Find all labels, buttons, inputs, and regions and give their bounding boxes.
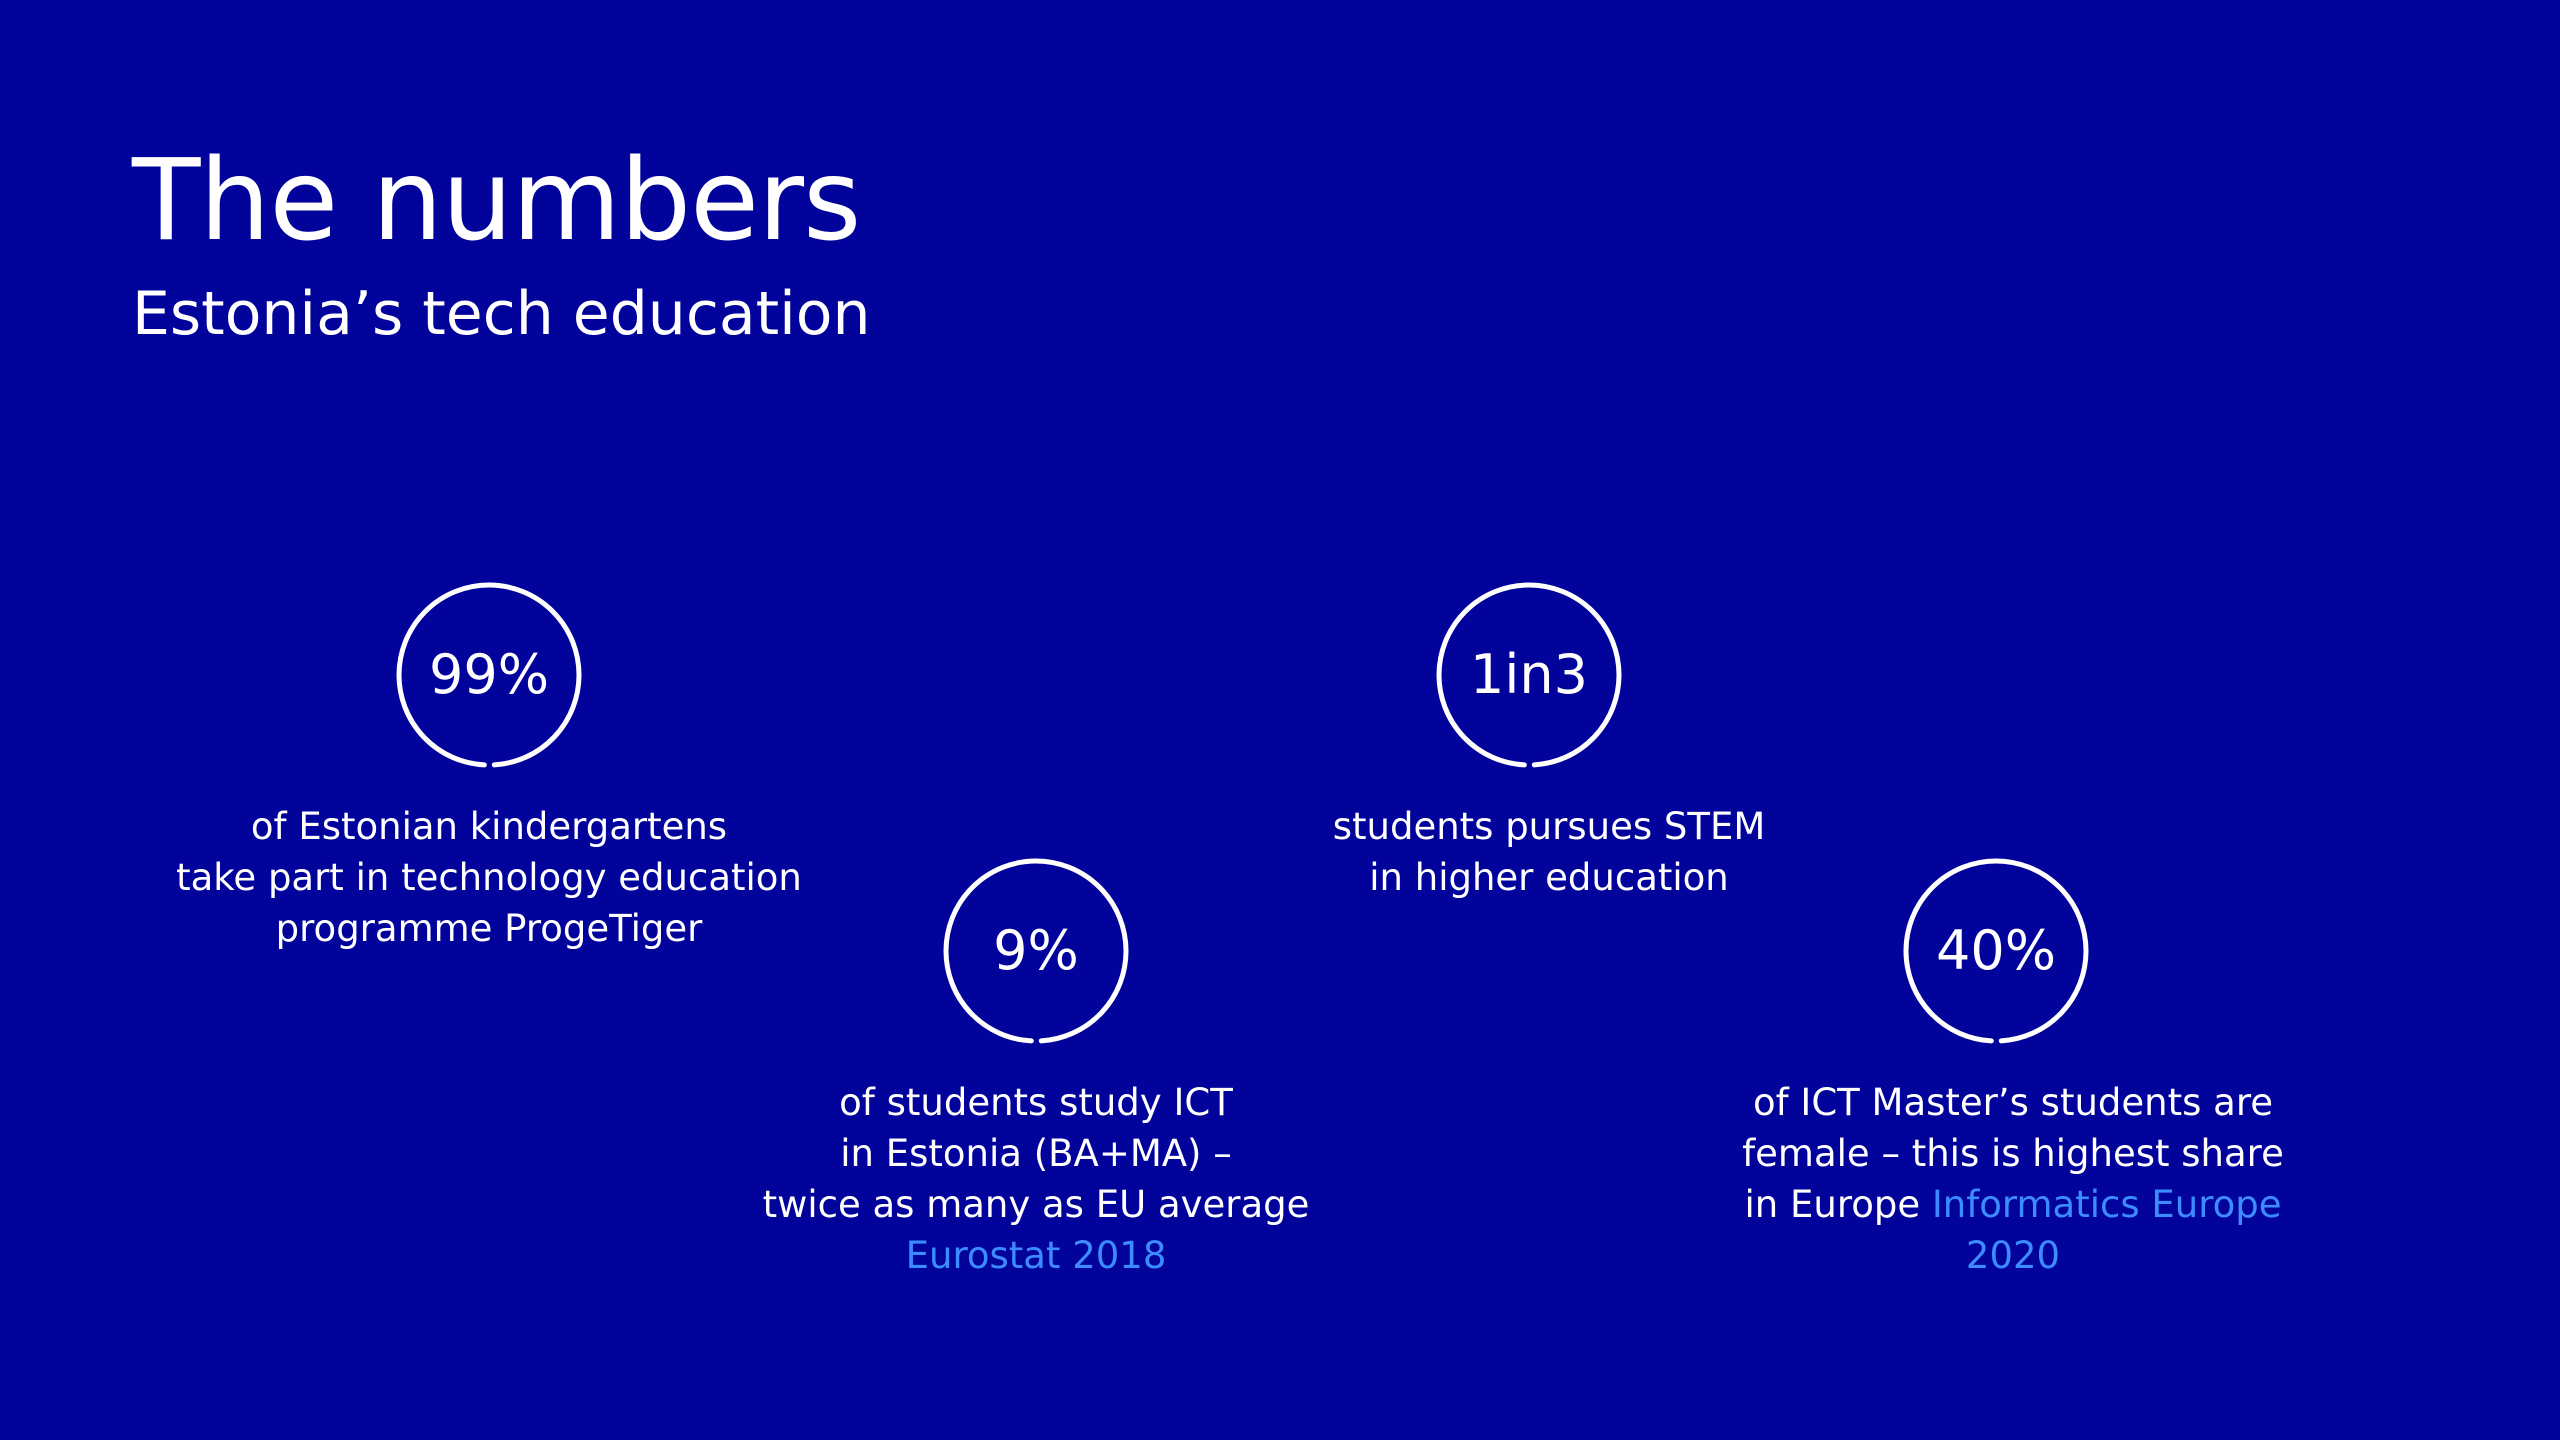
circle-ring-icon <box>1903 858 2089 1044</box>
caption-line: of ICT Master’s students are <box>1752 1081 2273 1124</box>
caption-line: in Europe Informatics Europe <box>1663 1179 2363 1230</box>
caption-line: of Estonian kindergartens <box>250 805 728 848</box>
circle-ring-icon <box>396 582 582 768</box>
stat-value: 1in3 <box>1470 643 1588 706</box>
source-link-year[interactable]: 2020 <box>1965 1234 2061 1277</box>
caption-line: twice as many as EU average <box>762 1183 1310 1226</box>
stat-value: 9% <box>993 919 1079 982</box>
stat-ring: 99% <box>395 581 583 769</box>
source-link-informatics-europe[interactable]: Informatics Europe <box>1931 1183 2282 1226</box>
stat-ring: 9% <box>942 857 1130 1045</box>
caption-line: in higher education <box>1369 856 1729 899</box>
stat-ring: 40% <box>1902 857 2090 1045</box>
caption-line: of students study ICT <box>839 1081 1233 1124</box>
circle-ring-icon <box>943 858 1129 1044</box>
stat-caption: of ICT Master’s students are female – th… <box>1663 1077 2363 1281</box>
slide-title: The numbers <box>132 136 861 266</box>
stat-caption: of students study ICT in Estonia (BA+MA)… <box>686 1077 1386 1281</box>
caption-line: programme ProgeTiger <box>275 907 703 950</box>
caption-line: take part in technology education <box>176 856 802 899</box>
stat-caption: students pursues STEM in higher educatio… <box>1199 801 1899 903</box>
caption-text: in Europe <box>1744 1183 1932 1226</box>
caption-line: students pursues STEM <box>1332 805 1766 848</box>
slide-subtitle: Estonia’s tech education <box>132 279 871 349</box>
stat-value: 99% <box>428 643 550 706</box>
stat-value: 40% <box>1935 919 2057 982</box>
caption-line: female – this is highest share <box>1742 1132 2284 1175</box>
caption-line: in Estonia (BA+MA) – <box>840 1132 1232 1175</box>
stat-caption: of Estonian kindergartens take part in t… <box>139 801 839 954</box>
stat-ring: 1in3 <box>1435 581 1623 769</box>
circle-ring-icon <box>1436 582 1622 768</box>
source-link-eurostat[interactable]: Eurostat 2018 <box>905 1234 1167 1277</box>
